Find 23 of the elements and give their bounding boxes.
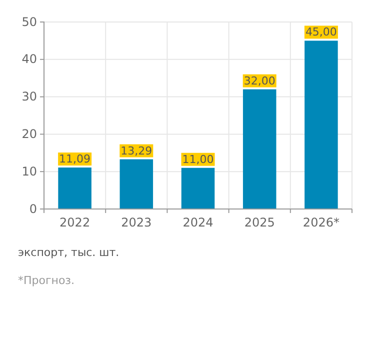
text: экспорт, тыс. шт.	[18, 246, 120, 259]
data-label: 11,00	[182, 152, 214, 166]
y-tick-label: 10	[22, 164, 37, 178]
y-tick-label: 50	[22, 14, 37, 29]
text: *Прогноз.	[18, 274, 75, 287]
bar	[120, 159, 154, 209]
data-label: 11,09	[59, 152, 91, 166]
data-label: 45,00	[305, 26, 337, 39]
x-tick-label: 2024	[182, 216, 214, 230]
y-tick-label: 40	[22, 52, 37, 66]
bar	[181, 168, 215, 209]
bar	[304, 40, 338, 209]
data-label: 32,00	[244, 74, 276, 88]
x-tick-label: 2025	[244, 216, 275, 230]
y-tick-label: 30	[22, 90, 37, 104]
data-label: 13,29	[120, 144, 152, 158]
x-tick-label: 2026*	[302, 216, 340, 230]
x-tick-label: 2023	[121, 216, 152, 230]
bar	[58, 168, 92, 209]
bar	[242, 89, 276, 209]
y-tick-label: 0	[29, 202, 37, 216]
x-tick-label: 2022	[60, 216, 90, 230]
y-tick-label: 20	[22, 127, 37, 142]
